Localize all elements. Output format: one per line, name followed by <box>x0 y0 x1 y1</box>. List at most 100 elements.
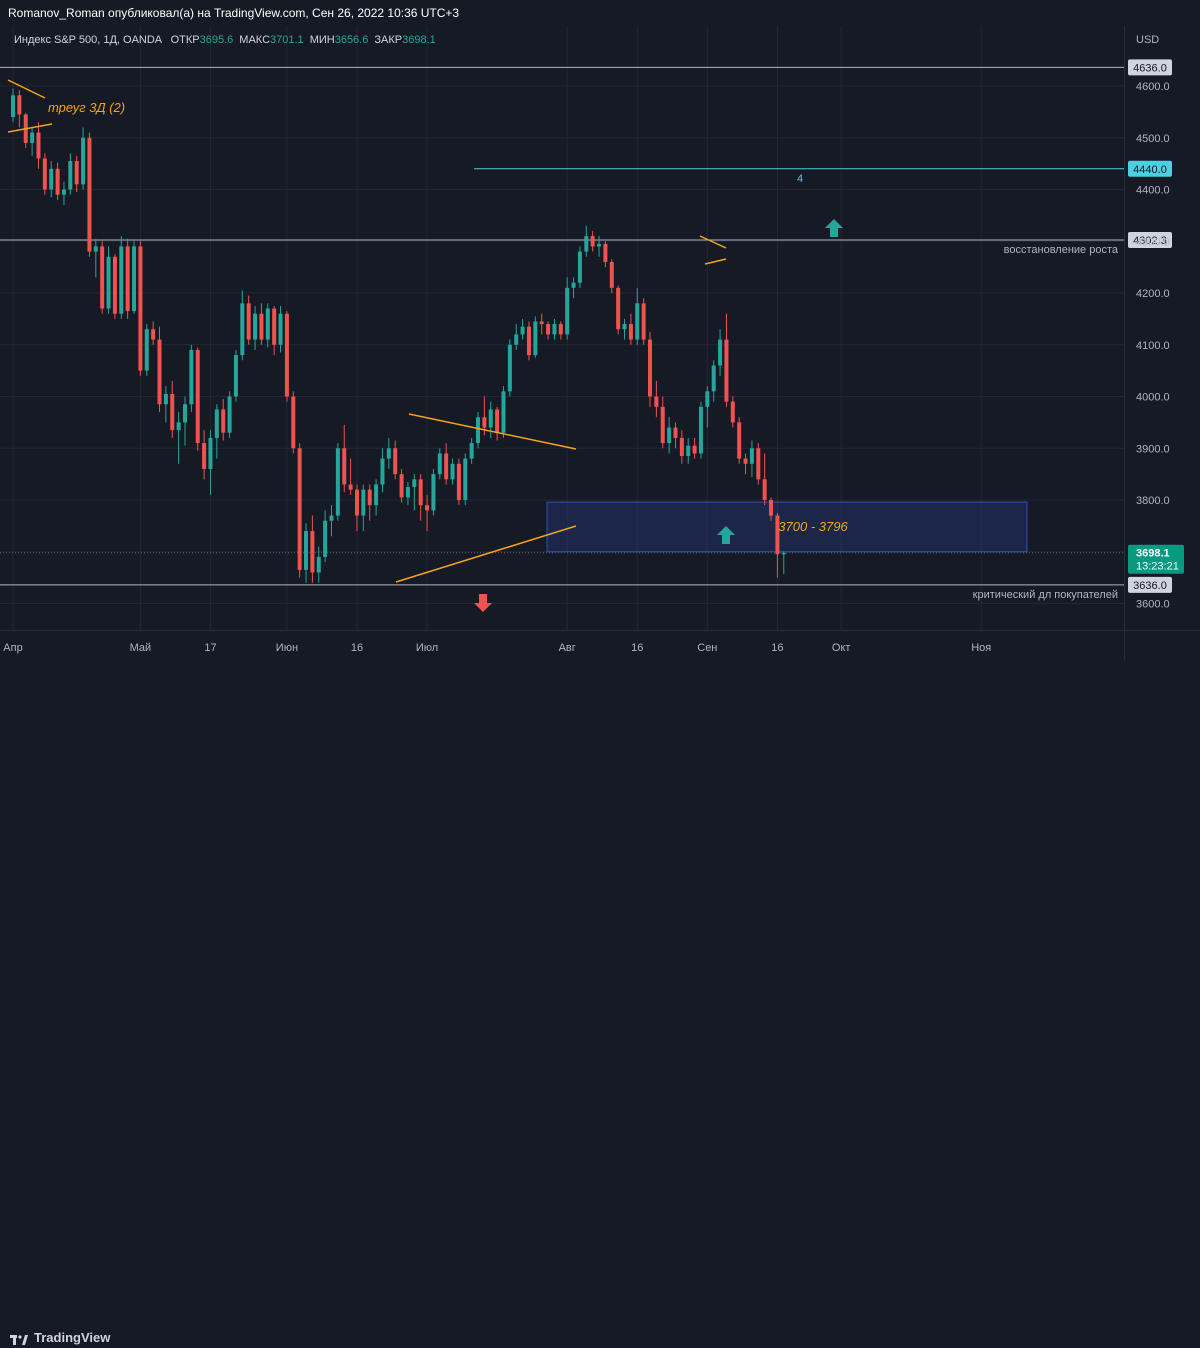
publish-line: Romanov_Roman опубликовал(а) на TradingV… <box>8 6 460 20</box>
y-tick-label: 4300.0 <box>1136 236 1170 248</box>
x-tick-label: Окт <box>832 642 851 654</box>
candle-body <box>119 246 124 314</box>
candle-body <box>533 321 538 356</box>
y-tick-label: 3900.0 <box>1136 443 1170 455</box>
candle-body <box>667 427 672 444</box>
candle-body <box>361 489 366 516</box>
candle-body <box>686 445 691 457</box>
y-tick-label: 4400.0 <box>1136 185 1170 197</box>
candle-body <box>718 339 723 366</box>
candle-body <box>170 393 175 431</box>
candle-body <box>405 487 410 498</box>
chart-background <box>0 26 1200 630</box>
candle-body <box>781 552 786 555</box>
triangle-pattern-label: треуг 3Д (2) <box>48 100 125 115</box>
level-label: 4 <box>797 173 803 185</box>
bar-countdown: 13:23:21 <box>1136 561 1179 573</box>
close-label: ЗАКР <box>374 34 403 46</box>
candle-body <box>182 404 187 423</box>
candle-body <box>514 334 519 345</box>
y-tick-label: 4600.0 <box>1136 81 1170 93</box>
level-label: восстановление роста <box>1004 244 1119 256</box>
up-arrow-icon <box>717 526 735 544</box>
high-value: 3701.1 <box>270 34 304 46</box>
support-zone-box <box>546 501 1028 553</box>
price-chart[interactable]: 3700 - 3796 4636.0 4 4440.0 восстановление р… <box>0 26 1200 660</box>
y-tick-label: 3800.0 <box>1136 495 1170 507</box>
candle-body <box>11 95 15 118</box>
last-price-tag <box>1128 544 1184 574</box>
candle-body <box>609 261 614 288</box>
candle-body <box>265 308 270 340</box>
candle-body <box>705 391 710 407</box>
candle-body <box>112 256 117 314</box>
open-label: ОТКР <box>170 34 200 46</box>
candle-body <box>272 308 277 345</box>
y-tick-label: 4500.0 <box>1136 133 1170 145</box>
candle-body <box>526 326 531 356</box>
candle-body <box>374 484 379 506</box>
candle-body <box>577 251 582 283</box>
x-tick-label: Июн <box>276 642 298 654</box>
x-tick-label: Май <box>130 642 152 654</box>
candle-body <box>501 391 506 433</box>
candle-body <box>202 443 207 469</box>
candle-body <box>106 256 111 309</box>
level-price-tag <box>1128 232 1172 249</box>
symbol-legend: Индекс S&P 500, 1Д, OANDA ОТКР3695.6 МАКС… <box>14 34 442 46</box>
candle-body <box>616 287 621 330</box>
candle-body <box>597 243 602 247</box>
up-arrow-icon <box>825 219 843 237</box>
candle-body <box>469 443 474 459</box>
candle-body <box>42 158 47 190</box>
candle-body <box>176 422 181 431</box>
candle-body <box>157 339 162 405</box>
candle-body <box>692 445 697 454</box>
candle-body <box>488 409 493 428</box>
candle-body <box>354 489 359 516</box>
candle-body <box>291 396 296 449</box>
candle-body <box>476 417 481 444</box>
candle-body <box>125 246 130 312</box>
x-tick-label: 16 <box>771 642 783 654</box>
footer: TradingView <box>0 660 1200 1345</box>
x-tick-label: Июл <box>416 642 438 654</box>
low-label: МИН <box>309 34 335 46</box>
candle-body <box>240 303 245 356</box>
last-price-value: 3698.1 <box>1136 548 1170 560</box>
x-tick-label: Сен <box>697 642 717 654</box>
candle-body <box>68 161 73 190</box>
candle-body <box>418 479 423 506</box>
candle-body <box>507 344 512 392</box>
candle-body <box>412 479 417 488</box>
candle-body <box>246 303 251 340</box>
level-price-tag <box>1128 576 1172 593</box>
candle-body <box>36 132 41 159</box>
candle-body <box>100 246 105 309</box>
candle-body <box>743 458 748 464</box>
candle-body <box>342 448 347 485</box>
candle-body <box>622 324 627 330</box>
x-tick-label: 16 <box>351 642 363 654</box>
trend-line <box>408 413 577 450</box>
tradingview-brand[interactable]: TradingView <box>10 1330 110 1345</box>
candle-body <box>450 463 455 480</box>
candle-body <box>208 437 213 469</box>
top-bar: Romanov_Roman опубликовал(а) на TradingV… <box>0 0 1200 26</box>
x-tick-label: Апр <box>3 642 22 654</box>
candle-body <box>546 324 551 335</box>
candle-body <box>711 365 716 392</box>
x-tick-label: 17 <box>204 642 216 654</box>
candle-body <box>749 448 754 464</box>
candle-body <box>214 409 219 438</box>
candle-body <box>17 95 22 115</box>
candle-body <box>565 287 570 335</box>
candle-body <box>74 161 79 185</box>
candle-body <box>584 236 589 252</box>
level-price-tag-label: 4440.0 <box>1133 164 1167 176</box>
x-tick-label: Авг <box>559 642 576 654</box>
candle-body <box>297 448 302 570</box>
y-tick-label: 3600.0 <box>1136 599 1170 611</box>
candle-body <box>724 339 729 402</box>
candle-body <box>259 313 264 340</box>
